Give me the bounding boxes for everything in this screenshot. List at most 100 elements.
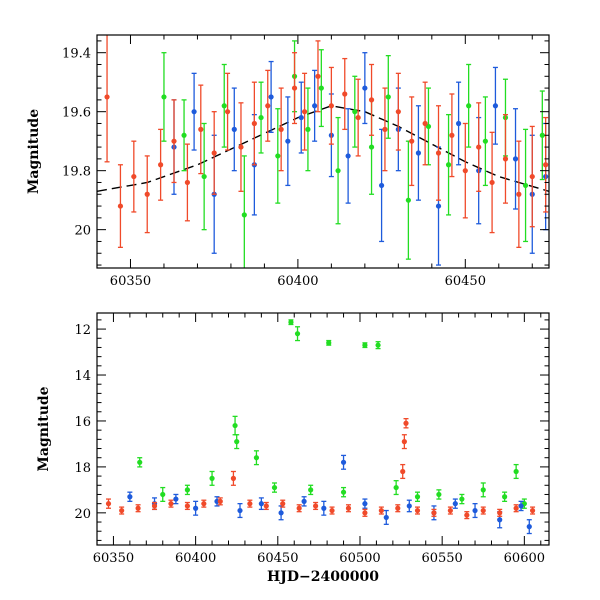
data-point xyxy=(301,109,308,115)
data-point xyxy=(362,510,368,516)
data-point xyxy=(406,503,412,509)
top-panel: 60350 60400 60450 19.4 19.6 19.8 20 Magnitude xyxy=(26,34,550,289)
data-point xyxy=(238,144,244,150)
series-2 xyxy=(104,35,549,249)
data-point xyxy=(312,103,318,109)
data-point xyxy=(518,503,524,509)
data-point xyxy=(403,420,409,426)
data-point xyxy=(459,496,465,502)
data-point xyxy=(414,494,421,500)
data-point xyxy=(456,120,462,127)
data-point xyxy=(211,150,217,156)
x-tick-label: 60400 xyxy=(277,274,318,289)
data-point xyxy=(422,120,428,127)
data-point xyxy=(526,524,532,530)
data-point xyxy=(355,114,361,121)
data-point xyxy=(278,510,284,516)
data-point xyxy=(368,97,375,103)
x-tick-label: 60350 xyxy=(93,551,134,566)
data-point xyxy=(480,507,486,514)
data-point xyxy=(247,501,253,507)
data-point xyxy=(308,487,314,493)
data-point xyxy=(315,73,321,79)
series-2 xyxy=(105,418,536,520)
x-tick-label: 60550 xyxy=(421,551,462,566)
x-axis-label: HJD−2400000 xyxy=(267,569,379,585)
data-point xyxy=(209,475,215,481)
data-point xyxy=(288,319,294,325)
data-point xyxy=(345,153,351,159)
y-axis-label: Magnitude xyxy=(26,109,42,194)
data-point xyxy=(294,331,301,337)
data-point xyxy=(362,342,368,348)
data-point xyxy=(135,505,141,511)
model-curve xyxy=(97,105,549,192)
plot-frame xyxy=(96,312,550,546)
data-point xyxy=(405,197,411,203)
data-point xyxy=(275,153,281,159)
data-point xyxy=(352,109,358,115)
data-point xyxy=(241,212,247,218)
data-point xyxy=(375,342,381,348)
data-point xyxy=(492,103,499,109)
series-0 xyxy=(137,319,527,509)
data-point xyxy=(497,510,503,516)
data-point xyxy=(462,168,468,174)
y-tick-label: 18 xyxy=(74,461,91,476)
data-point xyxy=(447,507,453,514)
x-tick-label: 60400 xyxy=(175,551,216,566)
data-point xyxy=(263,503,269,509)
data-point xyxy=(400,468,406,475)
data-point xyxy=(151,503,158,509)
data-point xyxy=(168,501,174,507)
data-point xyxy=(184,179,190,186)
data-point xyxy=(435,203,442,209)
data-point xyxy=(184,487,190,493)
bottom-panel: 60350 60400 60450 60500 60550 60600 12 14 16 18 20… xyxy=(36,312,550,585)
series-1 xyxy=(127,454,532,535)
data-point xyxy=(414,507,421,514)
data-point xyxy=(193,505,199,511)
y-tick-label: 19.4 xyxy=(62,47,91,62)
data-point xyxy=(326,340,332,346)
data-point xyxy=(184,503,190,509)
x-tick-label: 60450 xyxy=(445,274,486,289)
data-point xyxy=(393,484,399,491)
data-point xyxy=(452,501,458,507)
data-point xyxy=(258,114,264,121)
data-point xyxy=(271,484,278,491)
data-point xyxy=(253,455,260,461)
data-point xyxy=(285,138,291,144)
data-point xyxy=(378,507,384,514)
y-tick-label: 14 xyxy=(74,369,91,384)
data-point xyxy=(472,507,478,514)
data-point xyxy=(445,162,452,168)
data-point xyxy=(425,123,432,130)
data-point xyxy=(513,505,519,511)
data-point xyxy=(144,191,150,197)
data-point xyxy=(401,439,407,445)
data-point xyxy=(181,132,187,138)
data-point xyxy=(435,150,442,156)
data-point xyxy=(119,507,125,514)
data-point xyxy=(198,126,204,132)
data-point xyxy=(431,510,437,516)
data-point xyxy=(395,505,401,511)
data-point xyxy=(497,517,503,523)
data-point xyxy=(464,512,470,518)
data-point xyxy=(296,505,302,511)
data-point xyxy=(232,422,238,429)
data-point xyxy=(342,91,348,97)
x-tick-label: 60350 xyxy=(110,274,151,289)
y-tick-label: 20 xyxy=(74,224,91,239)
data-point xyxy=(231,126,237,132)
data-point xyxy=(329,507,335,514)
data-point xyxy=(313,503,319,509)
data-point xyxy=(449,132,455,138)
data-point xyxy=(382,126,388,132)
data-point xyxy=(543,162,549,168)
data-point xyxy=(234,439,240,445)
data-point xyxy=(409,138,415,144)
data-point xyxy=(378,182,385,189)
data-point xyxy=(340,489,347,495)
